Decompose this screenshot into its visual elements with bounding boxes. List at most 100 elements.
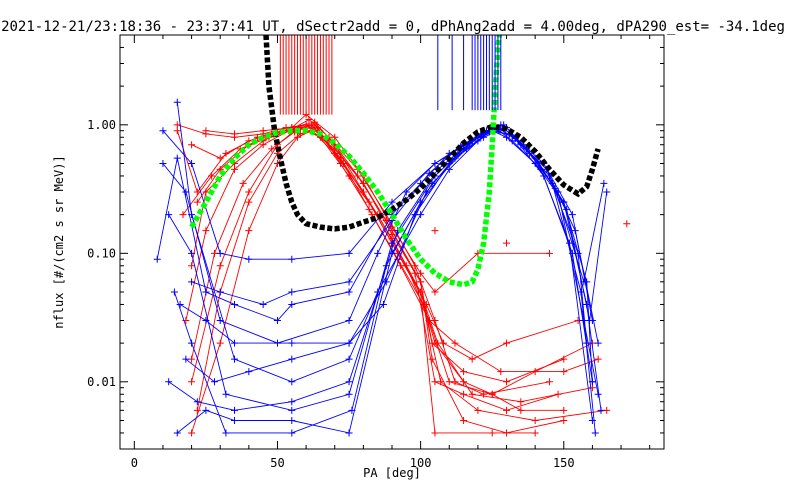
blue-trace-line (185, 125, 593, 383)
red-data-point (623, 220, 631, 228)
blue-data-point (345, 317, 353, 325)
red-data-point (460, 390, 468, 398)
red-data-point (451, 339, 459, 347)
y-tick-label: 1.00 (87, 118, 116, 132)
red-trace-line (176, 124, 564, 411)
red-data-point (517, 406, 525, 414)
red-data-point (488, 390, 496, 398)
red-data-point (560, 368, 568, 376)
blue-data-point (288, 406, 296, 414)
blue-data-point (173, 98, 181, 106)
blue-trace-line (177, 131, 602, 434)
y-axis-label: nflux [#/(cm2 s sr MeV)] (52, 155, 66, 328)
red-data-point (216, 154, 224, 162)
red-data-point (268, 145, 276, 153)
blue-data-point (222, 390, 230, 398)
red-data-point (431, 378, 439, 386)
red-data-point (331, 133, 339, 141)
red-trace-line (191, 127, 593, 395)
blue-data-point (388, 198, 396, 206)
blue-trace-line (176, 102, 593, 421)
blue-trace-line (168, 127, 599, 411)
blue-data-point (345, 355, 353, 363)
blue-data-point (222, 429, 230, 437)
red-data-point (188, 262, 196, 270)
series-red-markers_only (431, 220, 631, 247)
blue-data-point (345, 339, 353, 347)
red-data-point (417, 269, 425, 277)
blue-data-point (202, 288, 210, 296)
red-data-point (193, 198, 201, 206)
blue-data-point (173, 429, 181, 437)
blue-data-point (173, 154, 181, 162)
blue-data-point (568, 211, 576, 219)
blue-trace-line (179, 127, 599, 344)
red-data-point (339, 159, 347, 167)
red-trace-line (191, 124, 599, 382)
red-data-point (417, 288, 425, 296)
red-data-point (560, 416, 568, 424)
red-data-point (468, 355, 476, 363)
blue-data-point (288, 416, 296, 424)
blue-data-point (571, 227, 579, 235)
blue-data-point (165, 378, 173, 386)
red-data-point (202, 188, 210, 196)
blue-data-point (428, 179, 436, 187)
blue-data-point (176, 300, 184, 308)
blue-data-point (551, 184, 559, 192)
blue-data-point (422, 188, 430, 196)
red-data-point (560, 355, 568, 363)
blue-data-point (345, 278, 353, 286)
red-trace-line (205, 114, 550, 293)
red-data-point (468, 390, 476, 398)
blue-data-point (188, 159, 196, 167)
series-green-model_curve (189, 35, 503, 288)
red-data-point (560, 406, 568, 414)
blue-data-point (202, 317, 210, 325)
blue-data-point (379, 300, 387, 308)
red-data-point (188, 429, 196, 437)
red-data-point (503, 378, 511, 386)
blue-data-point (588, 416, 596, 424)
red-data-point (460, 368, 468, 376)
red-data-point (594, 355, 602, 363)
blue-data-point (245, 255, 253, 263)
red-data-point (231, 130, 239, 138)
red-data-point (531, 416, 539, 424)
blue-data-point (170, 288, 178, 296)
red-data-point (480, 390, 488, 398)
blue-data-point (231, 416, 239, 424)
series-black-model_curve (263, 35, 601, 232)
chart-title: 2021-12-21/23:18:36 - 23:37:41 UT, dSect… (1, 19, 785, 35)
red-data-point (259, 127, 267, 135)
x-tick-label: 0 (131, 456, 138, 470)
blue-data-point (231, 355, 239, 363)
red-data-point (208, 172, 216, 180)
blue-data-point (388, 249, 396, 257)
red-data-point (359, 188, 367, 196)
red-data-point (588, 384, 596, 392)
blue-data-point (591, 429, 599, 437)
black-model-curve (263, 35, 601, 232)
red-data-point (503, 239, 511, 247)
blue-data-point (345, 378, 353, 386)
red-data-point (428, 339, 436, 347)
blue-data-point (594, 339, 602, 347)
blue-data-point (288, 398, 296, 406)
blue-data-point (231, 300, 239, 308)
blue-data-point (563, 205, 571, 213)
red-data-point (474, 406, 482, 414)
blue-data-point (588, 378, 596, 386)
blue-data-point (188, 211, 196, 219)
x-tick-label: 150 (553, 456, 575, 470)
blue-data-point (580, 278, 588, 286)
series-blue-vertical_lines (437, 35, 502, 111)
red-data-point (503, 339, 511, 347)
red-data-point (417, 278, 425, 286)
red-data-point (239, 179, 247, 187)
red-data-point (451, 378, 459, 386)
red-data-point (545, 249, 553, 257)
blue-data-point (210, 378, 218, 386)
blue-data-point (182, 355, 190, 363)
